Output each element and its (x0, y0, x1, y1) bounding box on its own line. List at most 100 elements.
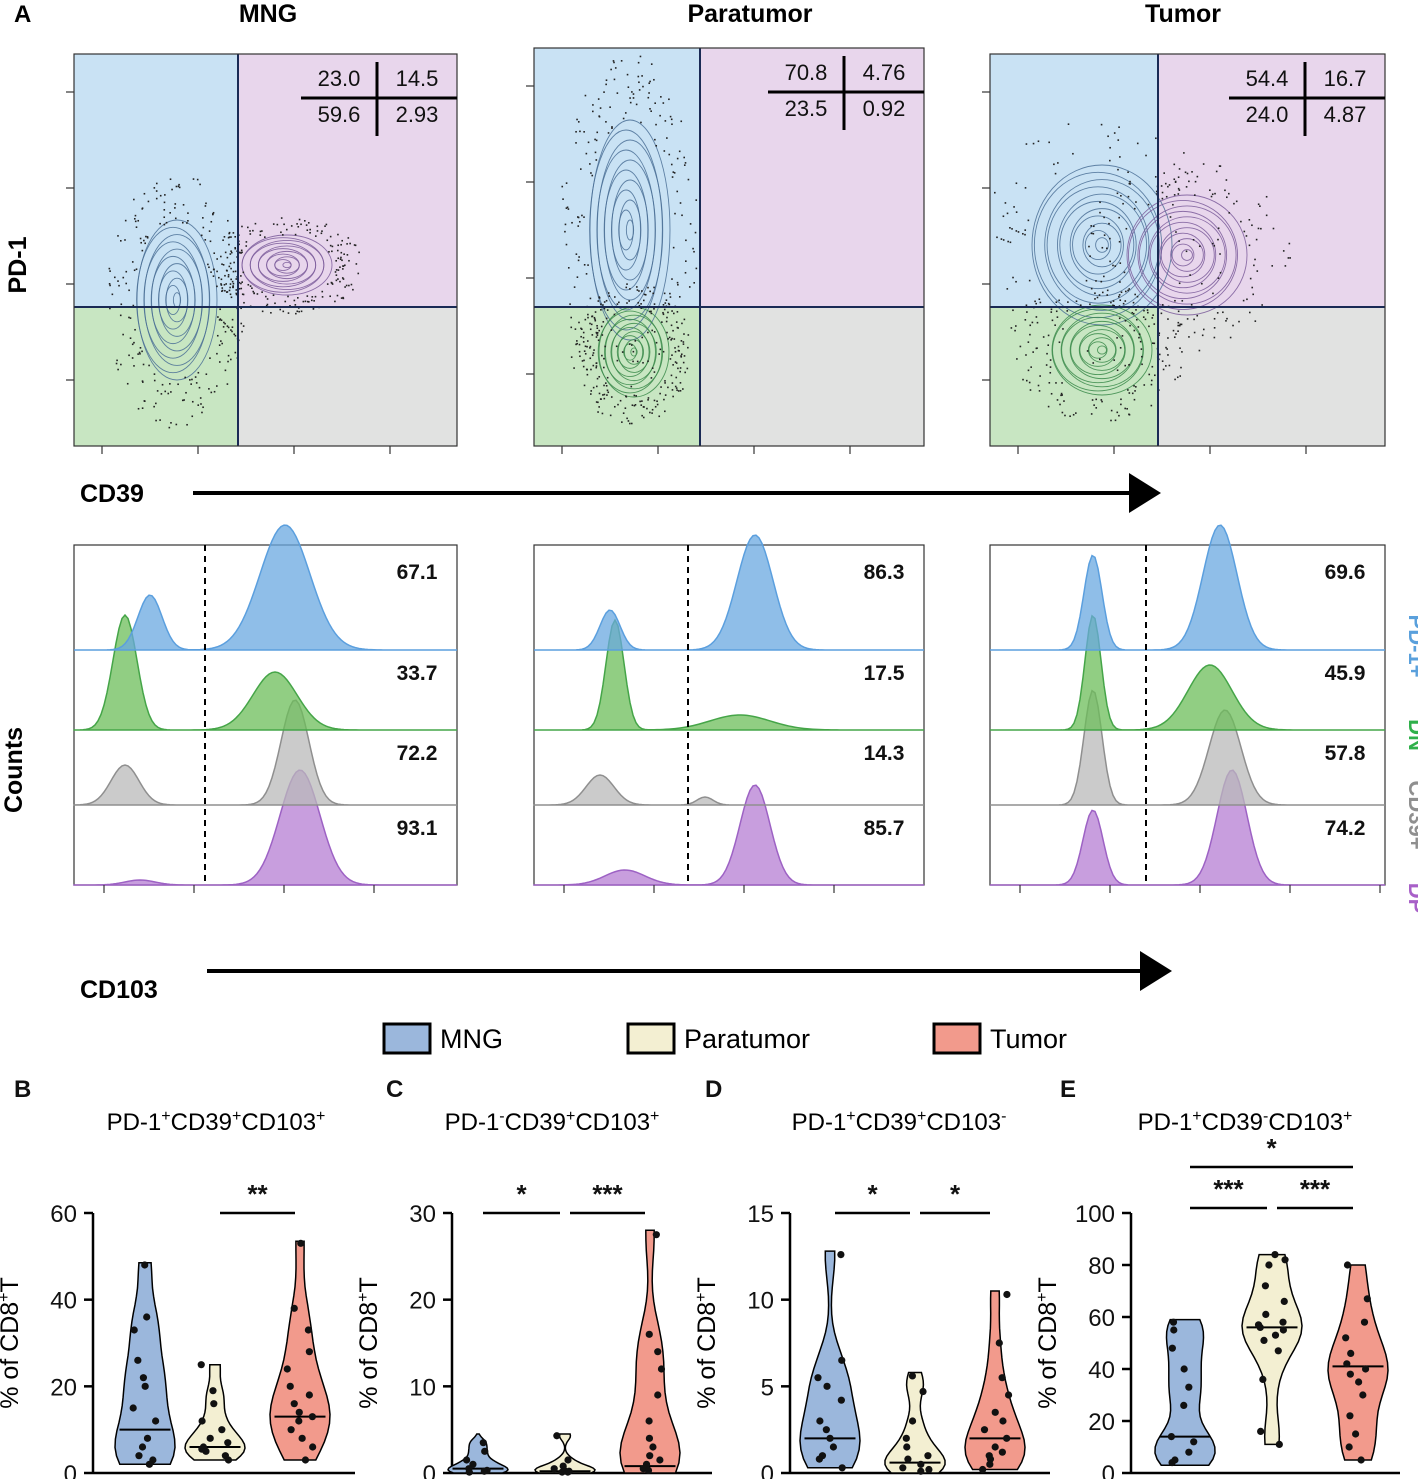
event-dot (636, 289, 639, 291)
event-dot (1022, 378, 1024, 381)
event-dot (1124, 320, 1127, 322)
event-dot (595, 331, 598, 334)
event-dot (679, 382, 682, 384)
event-dot (672, 312, 675, 315)
event-dot (216, 352, 218, 355)
event-dot (223, 283, 226, 286)
event-dot (1178, 189, 1181, 191)
event-dot (597, 300, 600, 302)
event-dot (222, 239, 224, 242)
event-dot (220, 278, 223, 281)
event-dot (596, 377, 599, 380)
event-dot (352, 288, 354, 291)
event-dot (1186, 318, 1189, 320)
event-dot (1088, 245, 1090, 248)
event-dot (638, 89, 641, 91)
data-point (903, 1443, 911, 1451)
event-dot (177, 185, 180, 188)
event-dot (1002, 239, 1005, 241)
data-point (652, 1231, 660, 1239)
event-dot (576, 276, 579, 278)
data-point (290, 1400, 298, 1408)
event-dot (177, 383, 179, 386)
event-dot (1122, 202, 1124, 205)
quadrant-value-bl: 59.6 (318, 102, 361, 127)
event-dot (695, 199, 698, 201)
event-dot (638, 304, 641, 307)
event-dot (1094, 292, 1096, 294)
legend-label-tumor: Tumor (990, 1024, 1067, 1054)
y-tick-label: 30 (409, 1201, 436, 1228)
event-dot (678, 296, 681, 298)
ylabel-part: T (1034, 1277, 1062, 1292)
event-dot (1101, 291, 1104, 294)
event-dot (612, 60, 615, 62)
event-dot (649, 411, 651, 414)
y-tick-label: 40 (1088, 1357, 1115, 1384)
event-dot (629, 101, 632, 104)
event-dot (610, 68, 612, 71)
event-dot (1099, 211, 1101, 214)
event-dot (1213, 317, 1216, 320)
event-dot (592, 364, 595, 367)
ylabel-sup: + (355, 1292, 372, 1301)
event-dot (672, 329, 674, 332)
event-dot (1015, 230, 1018, 232)
event-dot (139, 237, 142, 240)
event-dot (325, 223, 328, 226)
event-dot (1259, 205, 1261, 207)
event-dot (1112, 300, 1115, 302)
event-dot (337, 269, 340, 271)
event-dot (109, 307, 111, 310)
event-dot (261, 230, 263, 232)
data-point (206, 1434, 214, 1442)
event-dot (1042, 336, 1045, 338)
event-dot (178, 183, 180, 186)
event-dot (1153, 323, 1156, 325)
event-dot (210, 391, 213, 394)
event-dot (153, 373, 156, 375)
event-dot (1150, 383, 1153, 386)
data-point (1346, 1370, 1354, 1378)
event-dot (170, 391, 172, 393)
event-dot (187, 220, 189, 222)
event-dot (163, 216, 166, 219)
event-dot (1161, 360, 1164, 362)
event-dot (1006, 212, 1009, 215)
event-dot (601, 354, 603, 357)
data-point (202, 1447, 210, 1455)
event-dot (1100, 280, 1103, 283)
sig-label: * (516, 1179, 527, 1209)
event-dot (117, 280, 119, 282)
data-point (1003, 1434, 1011, 1442)
event-dot (1015, 280, 1017, 283)
event-dot (692, 247, 694, 250)
event-dot (231, 318, 234, 321)
event-dot (613, 61, 615, 64)
event-dot (618, 301, 620, 304)
event-dot (1192, 239, 1195, 241)
event-dot (574, 328, 577, 330)
event-dot (653, 308, 655, 310)
event-dot (1147, 203, 1150, 206)
event-dot (1056, 399, 1059, 401)
event-dot (1035, 302, 1037, 305)
contour-ring (1126, 194, 1248, 316)
data-point (1359, 1391, 1367, 1399)
event-dot (665, 299, 668, 301)
event-dot (624, 407, 627, 409)
data-point (301, 1456, 310, 1464)
event-dot (128, 354, 130, 357)
event-dot (119, 240, 122, 242)
ylabel-part: % of CD8 (355, 1302, 383, 1409)
event-dot (648, 92, 650, 94)
event-dot (1150, 379, 1153, 382)
event-dot (638, 81, 640, 84)
event-dot (603, 393, 606, 396)
event-dot (334, 300, 336, 303)
title-sup: + (232, 1108, 241, 1125)
data-point (1004, 1391, 1013, 1399)
data-point (1345, 1443, 1353, 1451)
data-point (998, 1374, 1006, 1382)
event-dot (643, 299, 645, 302)
